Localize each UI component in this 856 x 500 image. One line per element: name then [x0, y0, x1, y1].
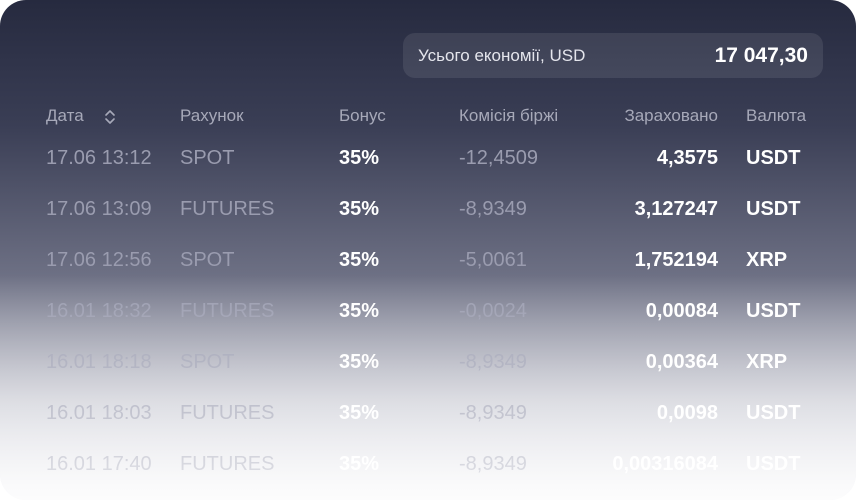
account-cell: SPOT [180, 147, 235, 169]
savings-summary: Усього економії, USD 17 047,30 [403, 33, 823, 78]
currency-cell: XRP [746, 249, 788, 271]
summary-label: Усього економії, USD [418, 46, 586, 65]
currency-cell: USDT [746, 198, 801, 220]
credited-cell: 0,00316084 [612, 453, 718, 475]
date-cell: 17.06 12:56 [46, 249, 152, 271]
commission-cell: -5,0061 [459, 249, 527, 271]
date-cell: 16.01 18:18 [46, 351, 152, 373]
bonus-cell: 35% [339, 147, 380, 169]
column-header: Комісія біржі [459, 106, 559, 125]
date-cell: 17.06 13:09 [46, 198, 152, 220]
commission-cell: -0,0024 [459, 300, 527, 322]
credited-cell: 0,00364 [645, 351, 718, 373]
date-cell: 17.06 13:12 [46, 147, 152, 169]
credited-cell: 0,00084 [645, 300, 718, 322]
commission-cell: -8,9349 [459, 402, 527, 424]
commission-cell: -8,9349 [459, 198, 527, 220]
account-cell: SPOT [180, 249, 235, 271]
currency-cell: USDT [746, 300, 801, 322]
bonus-cell: 35% [339, 198, 380, 220]
credited-cell: 4,3575 [656, 147, 718, 169]
currency-cell: USDT [746, 453, 801, 475]
commission-cell: -12,4509 [459, 147, 538, 169]
bonus-cell: 35% [339, 351, 380, 373]
account-cell: FUTURES [180, 300, 275, 322]
bonus-cell: 35% [339, 249, 380, 271]
currency-cell: XRP [746, 351, 788, 373]
column-header[interactable]: Дата [46, 106, 84, 125]
credited-cell: 1,752194 [634, 249, 718, 271]
column-header: Зараховано [624, 106, 718, 125]
account-cell: SPOT [180, 351, 235, 373]
credited-cell: 3,127247 [634, 198, 718, 220]
account-cell: FUTURES [180, 198, 275, 220]
summary-value: 17 047,30 [714, 44, 808, 67]
account-cell: FUTURES [180, 453, 275, 475]
date-cell: 16.01 18:32 [46, 300, 152, 322]
currency-cell: USDT [746, 147, 801, 169]
bonus-cell: 35% [339, 453, 380, 475]
date-cell: 16.01 18:03 [46, 402, 152, 424]
column-header: Валюта [746, 106, 807, 125]
bonus-cell: 35% [339, 402, 380, 424]
currency-cell: USDT [746, 402, 801, 424]
commission-cell: -8,9349 [459, 351, 527, 373]
column-header: Рахунок [180, 106, 244, 125]
bonus-cell: 35% [339, 300, 380, 322]
credited-cell: 0,0098 [656, 402, 718, 424]
commission-cell: -8,9349 [459, 453, 527, 475]
sort-icon[interactable] [103, 109, 117, 125]
date-cell: 16.01 17:40 [46, 453, 152, 475]
account-cell: FUTURES [180, 402, 275, 424]
column-header: Бонус [339, 106, 386, 125]
